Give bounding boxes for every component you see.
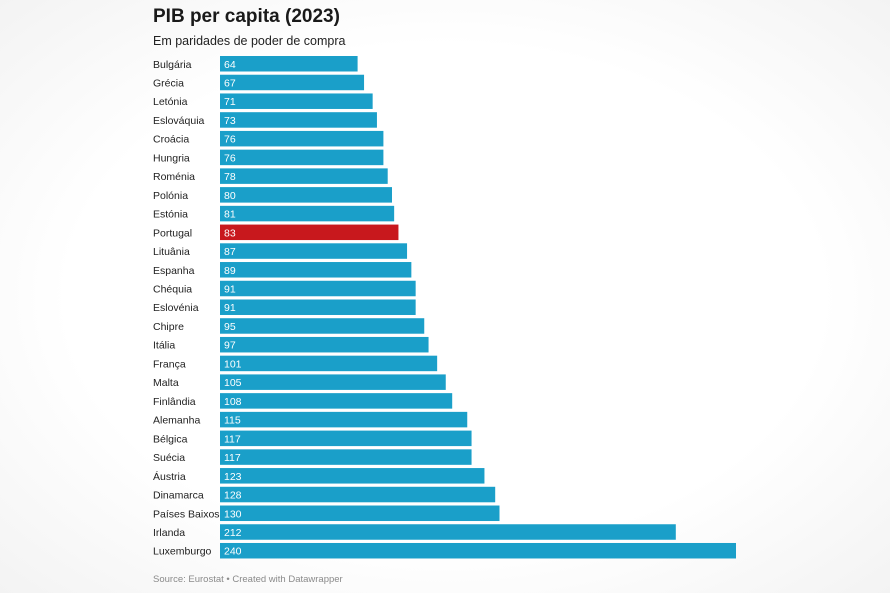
- category-label: Irlanda: [153, 527, 185, 539]
- value-label: 101: [224, 358, 242, 370]
- value-label: 76: [224, 152, 236, 164]
- bar-lituânia: [220, 243, 408, 259]
- value-label: 128: [224, 490, 242, 502]
- value-label: 117: [224, 433, 241, 445]
- bar-finlândia: [220, 393, 453, 409]
- source-note: Source: Eurostat • Created with Datawrap…: [153, 574, 343, 585]
- bar-roménia: [220, 168, 388, 184]
- category-label: Eslovénia: [153, 302, 199, 314]
- bar-estónia: [220, 205, 395, 222]
- bar-letónia: [220, 93, 373, 109]
- value-label: 73: [224, 115, 236, 127]
- bar-croácia: [220, 130, 384, 147]
- category-label: França: [153, 358, 186, 370]
- category-label: Hungria: [153, 152, 190, 164]
- value-label: 81: [224, 209, 236, 221]
- value-label: 71: [224, 96, 236, 108]
- bar-grécia: [220, 74, 365, 91]
- bar-itália: [220, 336, 429, 353]
- category-label: Chipre: [153, 321, 184, 333]
- value-label: 115: [224, 415, 241, 427]
- bar-luxemburgo: [220, 542, 736, 559]
- bar-bélgica: [220, 430, 472, 447]
- value-label: 76: [224, 134, 236, 146]
- bar-suécia: [220, 449, 472, 465]
- category-label: Estónia: [153, 209, 188, 221]
- category-label: Áustria: [153, 470, 186, 483]
- value-label: 123: [224, 471, 242, 483]
- value-label: 105: [224, 377, 242, 389]
- category-label: Roménia: [153, 171, 195, 183]
- value-label: 212: [224, 527, 242, 539]
- chart-title: PIB per capita (2023): [153, 6, 340, 27]
- category-label: Bulgária: [153, 59, 192, 71]
- value-label: 64: [224, 59, 236, 71]
- category-label: Letónia: [153, 96, 188, 108]
- value-label: 89: [224, 265, 236, 277]
- category-label: Dinamarca: [153, 490, 204, 502]
- category-label: Eslováquia: [153, 115, 205, 127]
- bar-portugal: [220, 224, 399, 241]
- category-label: Bélgica: [153, 433, 188, 445]
- bar-dinamarca: [220, 486, 496, 503]
- bar-eslovénia: [220, 299, 416, 315]
- bar-bulgária: [220, 56, 358, 72]
- bar-irlanda: [220, 524, 676, 540]
- value-label: 240: [224, 546, 242, 558]
- category-label: Croácia: [153, 134, 189, 146]
- category-label: Chéquia: [153, 284, 192, 296]
- bar-polónia: [220, 187, 392, 203]
- chart-subtitle: Em paridades de poder de compra: [153, 34, 346, 48]
- value-label: 91: [224, 284, 236, 296]
- bar-frança: [220, 355, 438, 372]
- bar-hungria: [220, 149, 384, 166]
- value-label: 130: [224, 508, 242, 520]
- category-label: Países Baixos: [153, 508, 220, 520]
- bar-alemanha: [220, 411, 468, 428]
- category-label: Portugal: [153, 227, 192, 239]
- category-label: Finlândia: [153, 396, 196, 408]
- category-label: Alemanha: [153, 415, 200, 427]
- value-label: 117: [224, 452, 241, 464]
- bar-áustria: [220, 468, 485, 484]
- category-label: Malta: [153, 377, 179, 389]
- category-label: Suécia: [153, 452, 185, 464]
- category-label: Itália: [153, 340, 175, 352]
- bar-países-baixos: [220, 505, 500, 522]
- category-label: Lituânia: [153, 246, 190, 258]
- category-label: Espanha: [153, 265, 195, 277]
- value-label: 95: [224, 321, 236, 333]
- bar-malta: [220, 374, 446, 390]
- category-label: Polónia: [153, 190, 188, 202]
- value-label: 97: [224, 340, 236, 352]
- value-label: 78: [224, 171, 236, 183]
- bar-eslováquia: [220, 112, 377, 128]
- value-label: 67: [224, 77, 236, 89]
- value-label: 108: [224, 396, 242, 408]
- value-label: 91: [224, 302, 236, 314]
- bar-chipre: [220, 318, 425, 334]
- category-label: Grécia: [153, 77, 184, 89]
- value-label: 87: [224, 246, 236, 258]
- category-label: Luxemburgo: [153, 546, 212, 558]
- value-label: 83: [224, 227, 236, 239]
- value-label: 80: [224, 190, 236, 202]
- bar-espanha: [220, 262, 412, 278]
- bar-chéquia: [220, 280, 416, 297]
